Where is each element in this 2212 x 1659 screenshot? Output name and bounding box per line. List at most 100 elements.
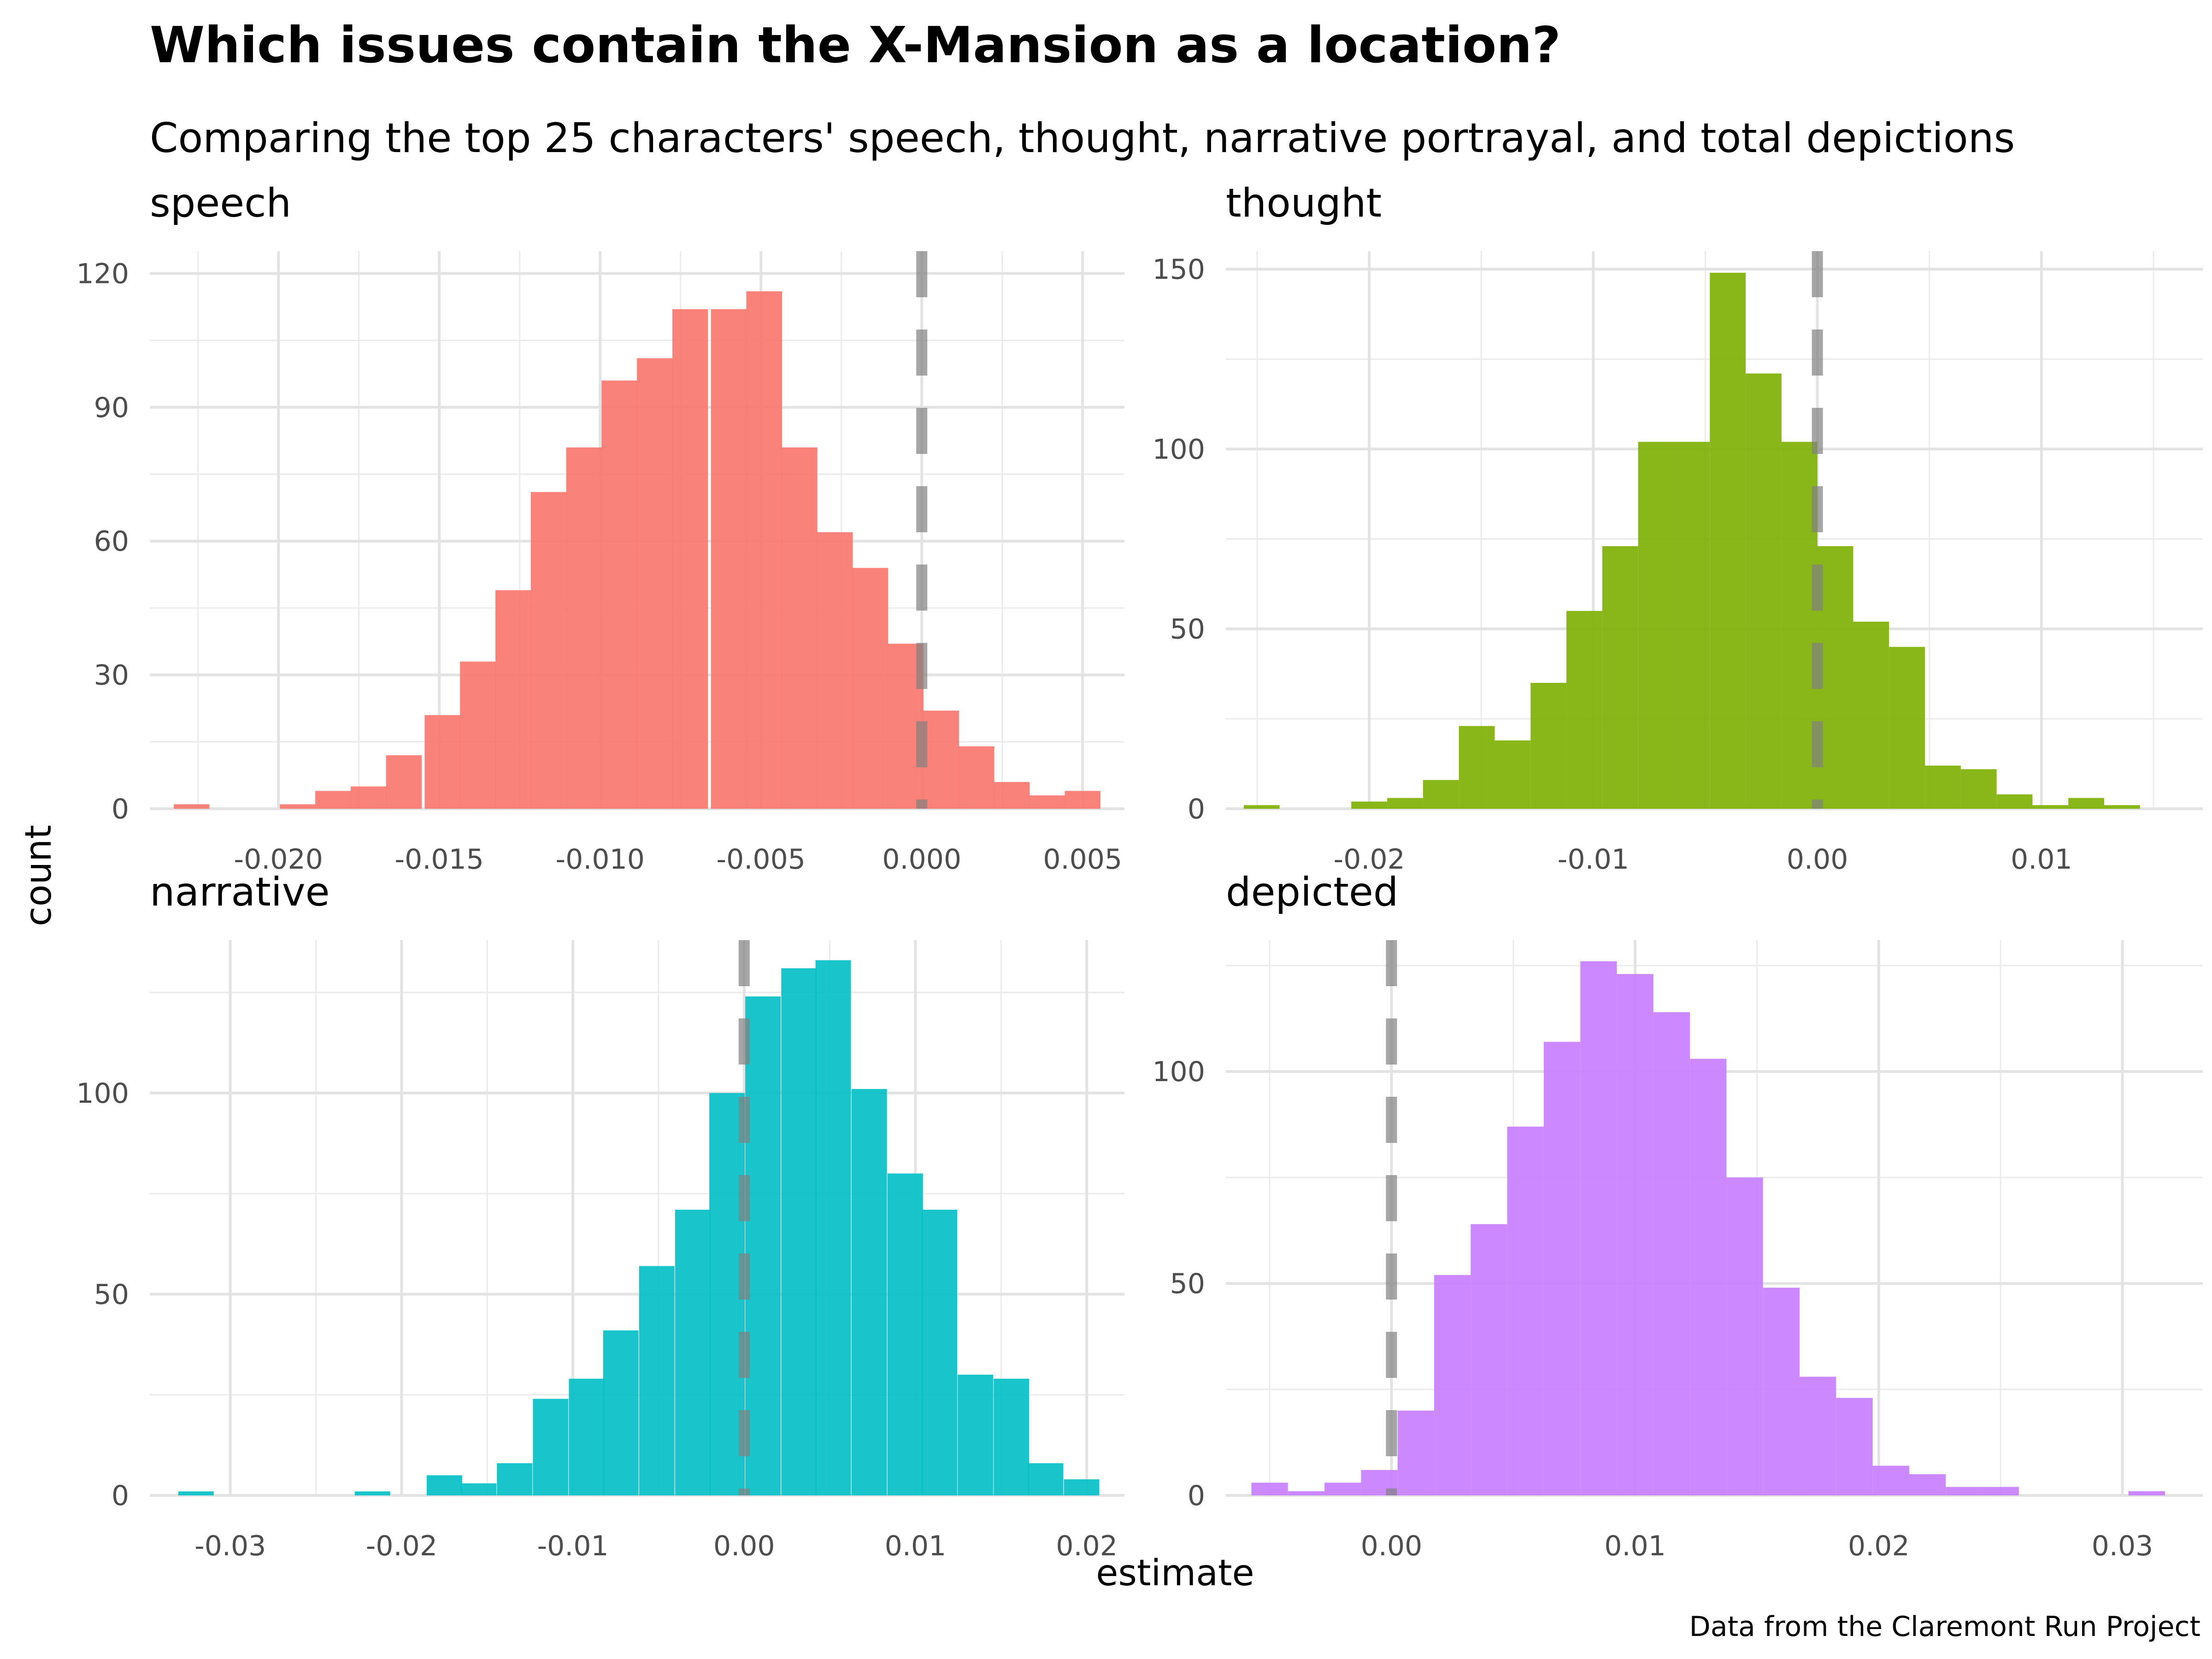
histogram-bar bbox=[1065, 791, 1100, 809]
y-tick-label: 100 bbox=[76, 1077, 129, 1110]
histogram-bar bbox=[566, 447, 602, 809]
histogram-bar bbox=[746, 291, 782, 809]
histogram-bar bbox=[1434, 1275, 1471, 1495]
histogram-bar bbox=[1471, 1224, 1507, 1495]
histogram-bar bbox=[1507, 1126, 1544, 1495]
histogram-bar bbox=[350, 786, 387, 809]
histogram-bar bbox=[601, 380, 637, 809]
histogram-bar bbox=[1763, 1288, 1800, 1495]
histogram-bar bbox=[782, 447, 818, 809]
histogram-bar bbox=[1889, 647, 1925, 809]
histogram-bar bbox=[851, 1089, 887, 1495]
histogram-bar bbox=[1288, 1491, 1325, 1495]
y-tick-label: 50 bbox=[1170, 613, 1205, 646]
y-tick-label: 0 bbox=[112, 793, 129, 825]
chart-caption: Data from the Claremont Run Project bbox=[1689, 1611, 2200, 1643]
x-axis-title: estimate bbox=[1096, 1553, 1254, 1594]
histogram-bar bbox=[922, 1210, 958, 1495]
histogram-bar bbox=[1251, 1483, 1288, 1495]
histogram-bar bbox=[781, 968, 817, 1495]
histogram-bar bbox=[639, 1266, 675, 1495]
histogram-bar bbox=[923, 711, 959, 809]
x-tick-label: -0.02 bbox=[1334, 843, 1405, 876]
histogram-bar bbox=[1387, 798, 1423, 809]
x-tick-label: 0.01 bbox=[885, 1530, 947, 1562]
x-tick-label: -0.02 bbox=[366, 1530, 437, 1562]
histogram-bar bbox=[958, 1375, 994, 1495]
histogram-bar bbox=[2104, 805, 2140, 809]
x-tick-label: -0.010 bbox=[556, 843, 645, 876]
histogram-bar bbox=[1781, 441, 1818, 809]
panel-title-depicted: depicted bbox=[1226, 869, 1399, 915]
histogram-bar bbox=[2128, 1491, 2165, 1495]
histogram-bar bbox=[569, 1378, 605, 1495]
histogram-bar bbox=[497, 1463, 533, 1495]
histogram-bar bbox=[1872, 1465, 1909, 1495]
histogram-bar bbox=[1674, 441, 1710, 809]
y-tick-label: 50 bbox=[1170, 1268, 1205, 1300]
histogram-bar bbox=[672, 309, 708, 809]
histogram-bar bbox=[1617, 974, 1653, 1495]
panel-speech: speech -0.020 -0.015 -0.010 -0.005 0.000 0.005… bbox=[76, 180, 1124, 876]
histogram-bar bbox=[1459, 726, 1495, 809]
histogram-bar bbox=[887, 1173, 923, 1495]
histogram-bar bbox=[852, 568, 888, 809]
x-tick-label: 0.02 bbox=[1056, 1530, 1118, 1562]
histogram-bar bbox=[1602, 546, 1638, 809]
histogram-bar bbox=[315, 791, 351, 809]
histogram-bar bbox=[1982, 1487, 2019, 1495]
histogram-bar bbox=[994, 1378, 1030, 1495]
histogram-bar bbox=[2068, 798, 2105, 809]
chart-subtitle: Comparing the top 25 characters' speech,… bbox=[150, 114, 2015, 162]
x-tick-label: 0.00 bbox=[1787, 843, 1848, 876]
x-tick-label: -0.015 bbox=[395, 843, 484, 876]
histogram-bar bbox=[174, 804, 210, 809]
histogram-bar bbox=[533, 1399, 569, 1495]
y-tick-label: 120 bbox=[76, 258, 129, 290]
histogram-bar bbox=[1925, 765, 1961, 809]
histogram-bar bbox=[1566, 611, 1602, 809]
x-tick-label: -0.01 bbox=[1558, 843, 1629, 876]
panel-depicted: depicted 0.00 0.01 0.02 0.03 0 50 100 bbox=[1152, 869, 2203, 1562]
x-tick-label: 0.02 bbox=[1848, 1530, 1910, 1562]
y-tick-label: 0 bbox=[1188, 1480, 1205, 1512]
y-tick-label: 0 bbox=[1188, 793, 1205, 825]
histogram-bar bbox=[1690, 1059, 1727, 1495]
histogram-bar bbox=[994, 782, 1030, 809]
chart-title: Which issues contain the X-Mansion as a … bbox=[150, 17, 1561, 74]
panel-title-thought: thought bbox=[1226, 180, 1382, 226]
x-tick-label: -0.005 bbox=[717, 843, 806, 876]
y-axis-title: count bbox=[18, 825, 59, 926]
histogram-bar bbox=[1746, 373, 1782, 809]
histogram-bar bbox=[959, 746, 994, 809]
histogram-bar bbox=[1243, 805, 1280, 809]
histogram-bar bbox=[675, 1210, 711, 1495]
histogram-bar bbox=[1397, 1411, 1435, 1495]
x-tick-label: 0.00 bbox=[1361, 1530, 1423, 1562]
y-tick-label: 50 bbox=[94, 1278, 129, 1311]
y-tick-label: 150 bbox=[1152, 253, 1205, 286]
x-tick-label: -0.020 bbox=[234, 843, 323, 876]
histogram-bar bbox=[1530, 682, 1567, 809]
histogram-bar bbox=[1853, 622, 1889, 809]
x-tick-label: 0.005 bbox=[1043, 843, 1122, 876]
histogram-bar bbox=[603, 1330, 639, 1495]
histogram-bar bbox=[1580, 961, 1617, 1495]
histogram-bar bbox=[1996, 794, 2033, 809]
histogram-bar bbox=[1960, 769, 1997, 809]
histogram-bar bbox=[461, 1483, 497, 1495]
panel-thought: thought -0.02 -0.01 0.00 0.01 0 50 100 150 bbox=[1152, 180, 2203, 876]
histogram-bar bbox=[1543, 1041, 1581, 1495]
y-tick-label: 90 bbox=[94, 392, 129, 424]
histogram-bar bbox=[1423, 780, 1459, 809]
y-tick-label: 30 bbox=[94, 659, 129, 692]
x-tick-label: -0.01 bbox=[537, 1530, 608, 1562]
histogram-bar bbox=[1909, 1474, 1946, 1495]
histogram-bar bbox=[711, 309, 747, 809]
panel-title-narrative: narrative bbox=[150, 869, 330, 915]
histogram-bar bbox=[280, 804, 316, 809]
histogram-bar bbox=[2032, 805, 2069, 809]
x-tick-label: 0.000 bbox=[882, 843, 961, 876]
